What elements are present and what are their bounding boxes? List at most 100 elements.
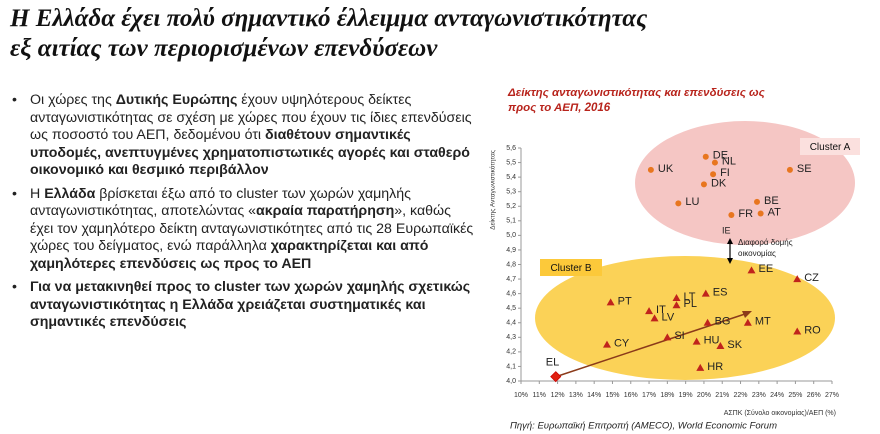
x-tick-label: 19% — [679, 392, 693, 399]
x-tick-label: 21% — [715, 392, 729, 399]
point — [743, 318, 752, 326]
bullet-text: Οι χώρες της — [30, 92, 116, 108]
point-label: PT — [618, 295, 632, 307]
point — [753, 198, 760, 205]
point — [702, 153, 709, 160]
point-label: SK — [727, 339, 742, 351]
x-tick-label: 17% — [642, 392, 656, 399]
cluster-label-box — [800, 138, 860, 155]
y-tick-label: 5,5 — [506, 159, 516, 166]
point — [793, 275, 802, 283]
chart-title: Δείκτης ανταγωνιστικότητας και επενδύσει… — [507, 87, 766, 114]
x-tick-label: 20% — [697, 392, 711, 399]
bullet: Για να μετακινηθεί προς το cluster των χ… — [12, 279, 474, 332]
bullet-text: Για να μετακινηθεί προς το cluster των χ… — [30, 279, 471, 330]
x-tick-label: 26% — [807, 392, 821, 399]
trend-arrow — [554, 312, 749, 378]
slide-title: Η Ελλάδα έχει πολύ σημαντικό έλλειμμα αν… — [10, 4, 647, 64]
point-label: LV — [662, 311, 675, 323]
cluster-label: Cluster A — [810, 142, 851, 153]
point-label: BG — [715, 316, 731, 328]
bullet-text: », καθώς έχει τον χαμηλότερο δείκτη αντα… — [30, 203, 474, 254]
x-tick-label: 23% — [752, 392, 766, 399]
title-line: εξ αιτίας των περιορισμένων επενδύσεων — [10, 35, 438, 62]
annotation: Διαφορά δομής — [738, 238, 793, 247]
y-tick-label: 5,0 — [506, 232, 516, 239]
point — [793, 327, 802, 335]
y-tick-label: 4,2 — [506, 349, 516, 356]
point-label: IT — [656, 304, 666, 316]
trend-arrow-head — [742, 311, 752, 318]
point — [716, 342, 725, 350]
point — [757, 210, 764, 217]
point — [700, 181, 707, 188]
point — [711, 159, 718, 166]
y-tick-label: 4,5 — [506, 305, 516, 312]
x-tick-label: 13% — [569, 392, 583, 399]
point — [647, 166, 654, 173]
x-tick-label: 15% — [605, 392, 619, 399]
gap-arrow-head — [727, 258, 733, 264]
point-label: RO — [804, 324, 821, 336]
point-label: HR — [707, 361, 723, 373]
point-label: CY — [614, 338, 630, 350]
y-tick-label: 4,3 — [506, 334, 516, 341]
y-tick-label: 4,1 — [506, 363, 516, 370]
point-label: FR — [738, 208, 753, 220]
point-label: SI — [674, 330, 684, 342]
point-label: DK — [711, 177, 727, 189]
x-tick-label: 27% — [825, 392, 839, 399]
point — [672, 293, 681, 301]
point — [645, 307, 654, 315]
point-label: HU — [704, 335, 720, 347]
point — [606, 298, 615, 306]
x-tick-label: 24% — [770, 392, 784, 399]
point — [728, 211, 735, 218]
y-tick-label: 4,4 — [506, 320, 516, 327]
point — [672, 301, 681, 309]
x-tick-label: 16% — [624, 392, 638, 399]
point-label: MT — [755, 316, 771, 328]
point-label: AT — [768, 206, 782, 218]
point-label: BE — [764, 195, 779, 207]
point — [703, 318, 712, 326]
point — [786, 166, 793, 173]
point-label: EL — [546, 357, 559, 369]
point — [692, 337, 701, 345]
y-tick-label: 4,8 — [506, 261, 516, 268]
y-tick-label: 5,4 — [506, 174, 516, 181]
point-label: LU — [685, 196, 699, 208]
bullet-text: Η — [30, 185, 45, 202]
y-tick-label: 4,9 — [506, 247, 516, 254]
point — [675, 200, 682, 207]
x-tick-label: 12% — [551, 392, 565, 399]
point — [650, 314, 659, 322]
cluster-label: Cluster B — [550, 263, 591, 274]
bullet-text: διαθέτουν σημαντικές υποδομές, ανεπτυγμέ… — [30, 127, 470, 178]
bullet-text: χαρακτηρίζεται και από χαμηλότερες επενδ… — [30, 238, 429, 272]
point — [710, 171, 717, 178]
bullet-list: Οι χώρες της Δυτικής Ευρώπης έχουν υψηλό… — [12, 92, 474, 338]
point-label: NL — [722, 155, 736, 167]
y-tick-label: 5,1 — [506, 218, 516, 225]
x-tick-label: 25% — [788, 392, 802, 399]
point-label: PL — [684, 298, 697, 310]
y-tick-label: 4,7 — [506, 276, 516, 283]
annotation: IE — [722, 225, 731, 235]
bullet-text: έχουν υψηλότερους δείκτες ανταγωνιστικότ… — [30, 92, 472, 143]
y-axis-label: Δείκτης Ανταγωνιστικότητας — [489, 150, 497, 230]
annotation: οικονομίας — [738, 249, 776, 258]
point — [696, 363, 705, 371]
x-tick-label: 10% — [514, 392, 528, 399]
y-tick-label: 5,6 — [506, 145, 516, 152]
point-label: SE — [797, 163, 812, 175]
point — [550, 371, 562, 383]
point-label: UK — [658, 163, 674, 175]
bullet-text: Ελλάδα — [44, 185, 96, 202]
bullet-text: βρίσκεται έξω από το cluster των χωρών χ… — [30, 185, 411, 220]
gap-arrow-head — [727, 238, 733, 244]
x-axis-label: ΑΣΠΚ (Σύνολο οικονομίας)/ΑΕΠ (%) — [724, 409, 836, 417]
x-tick-label: 14% — [587, 392, 601, 399]
bullet-text: Δυτικής Ευρώπης — [115, 92, 238, 108]
